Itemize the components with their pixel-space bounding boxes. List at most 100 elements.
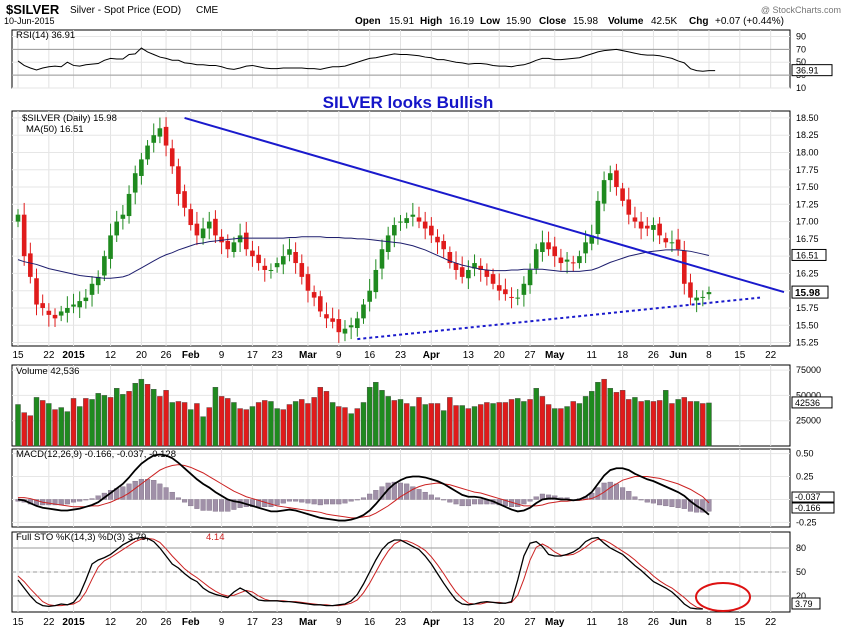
macd-histogram-bar <box>83 499 89 501</box>
open-value: 15.91 <box>389 16 414 27</box>
macd-histogram-bar <box>206 499 212 511</box>
macd-histogram-bar <box>299 499 305 503</box>
y-tick-label: 16.25 <box>796 268 819 278</box>
volume-bar <box>107 397 114 447</box>
chart-name: Silver - Spot Price (EOD) <box>70 5 181 16</box>
price-value: 15.98 <box>795 288 820 299</box>
macd-histogram-bar <box>138 479 144 500</box>
volume-bar <box>496 402 502 447</box>
volume-bar <box>428 403 435 447</box>
macd-histogram-bar <box>95 495 101 500</box>
volume-value: 42536 <box>795 398 820 408</box>
volume-bar <box>570 401 576 447</box>
volume-bar <box>120 394 126 447</box>
macd-histogram-bar <box>459 499 465 507</box>
volume-bar <box>521 401 527 447</box>
x-tick-label: Apr <box>423 350 440 361</box>
volume-bar <box>348 413 354 447</box>
volume-bar <box>397 399 404 447</box>
candle-body <box>416 217 422 222</box>
volume-bar <box>15 404 21 447</box>
volume-bar <box>323 391 330 447</box>
sto-value-box <box>791 597 821 610</box>
macd-histogram-bar <box>169 491 175 500</box>
candle-body <box>459 267 465 277</box>
price-label: $SILVER (Daily) 15.98 <box>22 113 117 124</box>
y-tick-label: 15.50 <box>796 320 819 330</box>
candle-body <box>145 145 150 160</box>
volume-bar <box>292 401 299 447</box>
sto-label-d: 4.14 <box>206 532 225 543</box>
macd-histogram-bar <box>706 499 712 512</box>
macd-histogram-bar <box>453 499 459 505</box>
volume-bar <box>354 408 361 447</box>
macd-histogram-bar <box>478 499 484 505</box>
y-tick-label: 17.75 <box>796 165 819 175</box>
chg-label: Chg <box>689 16 708 27</box>
candle-body <box>15 214 21 222</box>
y-tick-label: 17.25 <box>796 199 819 209</box>
volume-bar <box>286 404 293 447</box>
volume-bar <box>311 397 317 447</box>
sto-d-line <box>17 537 703 610</box>
macd-histogram-bar <box>595 487 601 500</box>
volume-bar <box>181 402 188 447</box>
volume-bar <box>157 396 163 447</box>
macd-histogram-bar <box>434 497 441 500</box>
candle-body <box>287 249 292 255</box>
volume-bar <box>638 401 644 447</box>
volume-bar <box>138 378 145 447</box>
candle-body <box>509 296 514 298</box>
y-tick-label: 17.50 <box>796 182 819 192</box>
candle-body <box>373 269 379 293</box>
volume-bar <box>601 378 607 447</box>
volume-bar <box>366 387 373 447</box>
x-tick-label: 12 <box>105 617 117 628</box>
x-tick-label: 11 <box>587 617 598 628</box>
macd-histogram-bar <box>410 486 416 500</box>
volume-bar <box>21 412 27 447</box>
volume-bar <box>607 388 613 447</box>
candle-body <box>607 173 613 181</box>
volume-bar <box>274 408 280 447</box>
candle-body <box>644 225 650 229</box>
candle-body <box>280 256 286 265</box>
volume-bar <box>360 402 367 447</box>
volume-bar <box>527 399 533 447</box>
candle-body <box>225 240 231 250</box>
macd-histogram-bar <box>77 499 83 502</box>
candle-body <box>632 217 638 222</box>
macd-histogram-bar <box>675 499 681 508</box>
macd-label: MACD(12,26,9) -0.166, -0.037, -0.128 <box>16 449 176 460</box>
volume-bar <box>687 401 694 447</box>
candle-body <box>663 238 669 243</box>
close-label: Close <box>539 16 567 27</box>
volume-bar <box>114 388 120 447</box>
candle-body <box>466 269 471 279</box>
macd-histogram-bar <box>360 497 367 500</box>
volume-bar <box>515 398 521 447</box>
volume-bar <box>459 405 465 447</box>
volume-bar <box>478 404 484 447</box>
x-tick-label: 23 <box>272 350 284 361</box>
candle-body <box>564 259 570 262</box>
volume-bar <box>453 405 459 447</box>
volume-bar <box>681 397 687 447</box>
candle-body <box>478 265 484 270</box>
candle-body <box>503 289 508 295</box>
macd-value: -0.037 <box>795 492 821 502</box>
volume-bar <box>144 384 151 447</box>
ma-value-box <box>791 248 827 261</box>
candle-body <box>52 314 58 319</box>
x-tick-label: 12 <box>105 350 117 361</box>
macd-histogram-bar <box>175 497 181 500</box>
candle-body <box>83 297 89 302</box>
macd-histogram-bar <box>638 499 644 501</box>
x-tick-label: 20 <box>136 617 148 628</box>
macd-histogram-bar <box>681 499 687 509</box>
volume-bar <box>379 390 385 447</box>
volume-bar <box>422 404 428 447</box>
macd-histogram-bar <box>182 499 188 503</box>
macd-histogram-bar <box>441 499 447 501</box>
candle-body <box>651 225 656 230</box>
